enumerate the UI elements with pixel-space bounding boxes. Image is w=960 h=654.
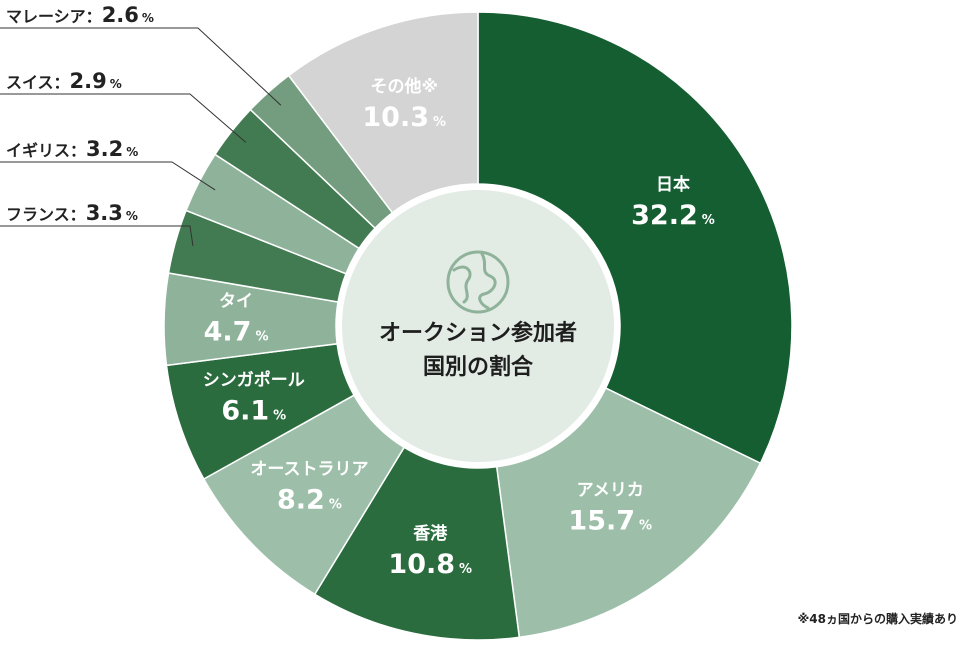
slice-label-5: タイ: [219, 292, 253, 312]
center-circle: [342, 190, 614, 462]
slices-group: [163, 11, 793, 641]
slice-label-10: その他※: [370, 76, 438, 97]
outside-label-8: スイス：2.9%: [6, 69, 122, 93]
slice-label-2: 香港: [413, 523, 448, 544]
slice-10: [287, 11, 479, 214]
slice-label-4: シンガポール: [203, 370, 305, 391]
slice-label-1: アメリカ: [577, 480, 644, 500]
leader-line-6: [0, 225, 194, 247]
slice-2: [313, 446, 521, 641]
slice-label-3: オーストラリア: [250, 459, 368, 479]
slice-value-10: 10.3%: [362, 102, 446, 133]
leader-lines-group: [0, 27, 282, 247]
slice-value-4: 6.1%: [221, 396, 286, 427]
outside-label-7: イギリス：3.2%: [6, 137, 138, 161]
outside-label-9: マレーシア：2.6%: [6, 3, 154, 27]
outside-label-6: フランス：3.3%: [6, 201, 138, 225]
slice-value-0: 32.2%: [631, 200, 715, 231]
slice-0: [477, 11, 793, 465]
center-title-line-2: 国別の割合: [423, 354, 534, 380]
footnote: ※48ヵ国からの購入実績あり: [797, 612, 958, 626]
leader-line-7: [0, 161, 216, 191]
center-title-line-1: オークション参加者: [379, 320, 577, 346]
slice-value-5: 4.7%: [204, 317, 269, 348]
slice-value-2: 10.8%: [388, 549, 472, 580]
leader-line-8: [0, 93, 247, 143]
slice-1: [495, 387, 762, 639]
slice-value-1: 15.7%: [568, 505, 652, 536]
slice-label-0: 日本: [656, 174, 690, 195]
slice-labels-group: 日本 32.2 % アメリカ 15.7 % 香港 10.8 % オーストラリア 8.2 % シンガポール…: [6, 3, 715, 580]
leader-line-9: [0, 27, 282, 106]
slice-value-3: 8.2%: [277, 484, 342, 515]
globe-icon: [446, 250, 510, 314]
